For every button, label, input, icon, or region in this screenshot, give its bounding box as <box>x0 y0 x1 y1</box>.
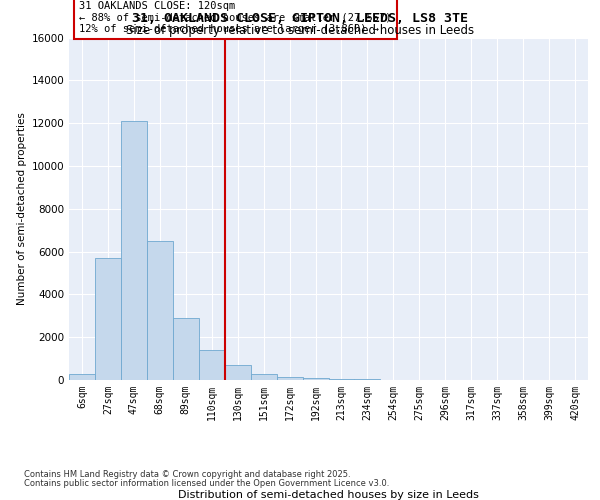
Text: Contains HM Land Registry data © Crown copyright and database right 2025.: Contains HM Land Registry data © Crown c… <box>24 470 350 479</box>
Bar <box>302 378 329 380</box>
Bar <box>225 365 251 380</box>
Text: Contains public sector information licensed under the Open Government Licence v3: Contains public sector information licen… <box>24 479 389 488</box>
Bar <box>251 374 277 380</box>
Text: 31 OAKLANDS CLOSE: 120sqm
← 88% of semi-detached houses are smaller (27,557)
12%: 31 OAKLANDS CLOSE: 120sqm ← 88% of semi-… <box>79 1 392 34</box>
Text: 31, OAKLANDS CLOSE, GIPTON, LEEDS, LS8 3TE: 31, OAKLANDS CLOSE, GIPTON, LEEDS, LS8 3… <box>132 12 468 26</box>
Bar <box>173 318 199 380</box>
Bar <box>277 377 302 380</box>
Bar <box>95 258 121 380</box>
X-axis label: Distribution of semi-detached houses by size in Leeds: Distribution of semi-detached houses by … <box>178 490 479 500</box>
Bar <box>121 121 147 380</box>
Y-axis label: Number of semi-detached properties: Number of semi-detached properties <box>17 112 27 305</box>
Bar <box>329 379 355 380</box>
Bar <box>69 374 95 380</box>
Bar <box>199 350 224 380</box>
Bar <box>147 241 173 380</box>
Text: Size of property relative to semi-detached houses in Leeds: Size of property relative to semi-detach… <box>126 24 474 37</box>
